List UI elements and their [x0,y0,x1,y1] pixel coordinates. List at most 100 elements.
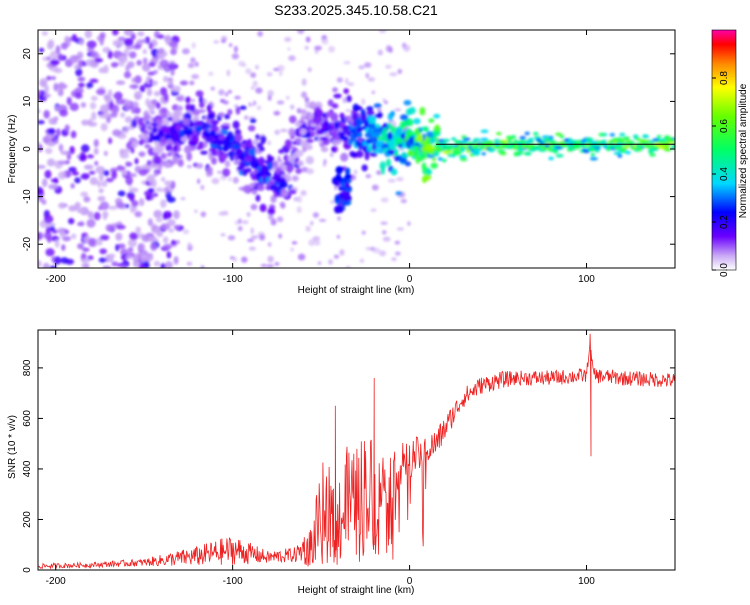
noise-blob [394,108,402,112]
ridge-blob [180,136,188,142]
noise-blob [60,42,68,50]
noise-blob [267,90,274,97]
ridge-blob [175,124,182,132]
noise-blob [159,59,169,68]
noise-blob [99,36,104,46]
noise-blob [321,38,329,45]
noise-blob [107,253,116,258]
ridge-blob [307,113,315,121]
ridge-blob [299,128,307,136]
ridge-blob [143,133,149,142]
ridge-blob [339,131,345,137]
noise-blob [128,187,139,193]
noise-blob [382,236,391,242]
ridge-blob [366,109,375,117]
noise-blob [131,140,139,149]
colorbar-tick-label: 0.4 [719,167,730,181]
noise-blob [220,39,227,44]
noise-blob [38,164,46,169]
noise-blob [168,41,178,48]
noise-blob [117,36,126,42]
snr-x-label: Height of straight line (km) [298,585,415,596]
noise-blob [358,65,365,70]
noise-blob [162,236,169,244]
noise-blob [110,62,119,68]
noise-blob [129,205,136,214]
noise-blob [58,171,67,180]
ridge-blob [364,152,370,161]
noise-blob [64,35,70,43]
noise-blob [41,31,49,36]
noise-blob [329,152,334,158]
x-tick-label: 100 [578,576,595,587]
noise-blob [379,250,387,257]
noise-blob [306,168,314,175]
spectral-blobs [38,30,675,268]
noise-blob [106,115,111,124]
noise-blob [173,256,179,265]
noise-blob [172,85,181,93]
ridge-blob [235,106,241,115]
noise-blob [273,110,281,116]
noise-blob [71,171,80,176]
noise-blob [189,80,195,86]
x-tick-label: -100 [223,576,243,587]
noise-blob [267,95,272,101]
noise-blob [77,243,85,250]
ridge-blob [349,133,357,142]
noise-blob [95,166,106,174]
noise-blob [135,226,142,234]
ridge-blob [649,153,656,157]
noise-blob [371,184,380,191]
noise-blob [250,227,255,235]
noise-blob [98,257,107,263]
ridge-blob [414,142,420,147]
noise-blob [290,247,294,252]
noise-blob [40,78,48,83]
noise-blob [186,164,192,169]
ridge-blob [288,115,297,124]
noise-blob [138,151,146,157]
noise-blob [241,256,248,263]
ridge-blob [305,156,314,165]
noise-blob [170,48,177,56]
noise-blob [372,247,381,254]
ridge-blob [481,151,486,156]
noise-blob [323,159,327,164]
ridge-blob [413,118,421,125]
y-tick-label: 400 [22,460,33,477]
ridge-blob [223,152,228,160]
ridge-blob [373,103,382,109]
ridge-blob [222,125,230,130]
noise-blob [67,217,75,225]
ridge-blob [447,146,453,151]
noise-blob [407,221,411,226]
noise-blob [137,31,145,37]
noise-blob [49,265,57,268]
noise-blob [296,195,303,203]
ridge-blob [194,120,203,127]
noise-blob [43,214,54,224]
noise-blob [144,82,153,87]
noise-blob [115,98,126,105]
noise-blob [226,69,231,77]
noise-blob [45,226,52,234]
noise-blob [148,175,155,185]
ridge-blob [301,78,307,86]
ridge-blob [191,134,199,144]
noise-blob [88,237,96,247]
ridge-blob [175,95,184,102]
noise-blob [353,169,358,175]
snr-panel: -200 -100 0 100 0 200 400 600 800 Height of str… [7,329,676,596]
noise-blob [115,202,126,209]
noise-blob [127,247,134,253]
noise-blob [160,223,171,230]
ridge-blob [613,151,622,156]
noise-blob [363,62,372,68]
noise-blob [98,114,109,119]
noise-blob [103,150,108,157]
ridge-blob [286,164,294,172]
ridge-blob [163,93,169,102]
ridge-blob [177,158,184,167]
noise-blob [111,170,118,180]
